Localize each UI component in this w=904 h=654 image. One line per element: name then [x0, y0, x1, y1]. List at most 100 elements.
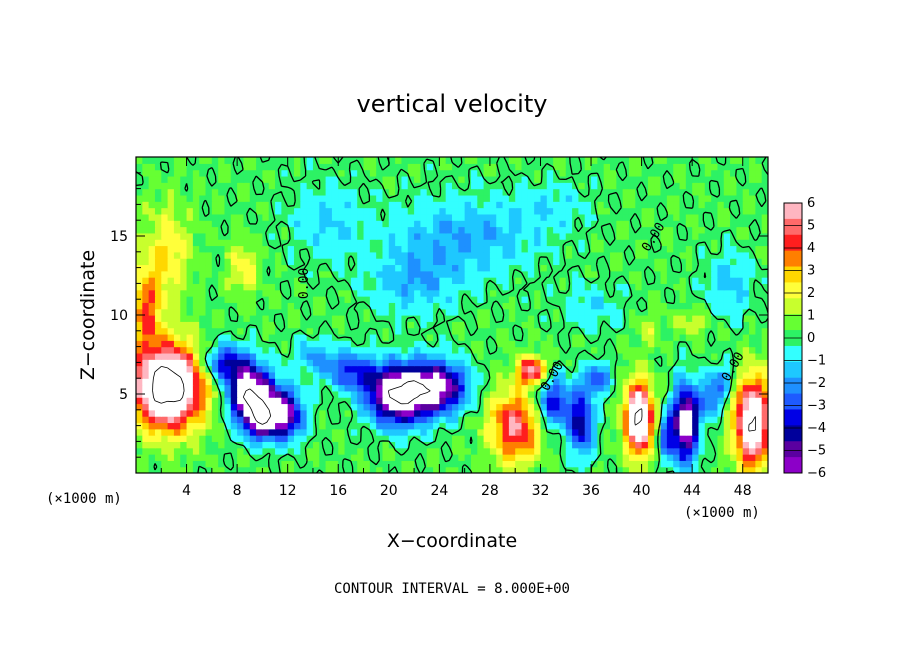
- field-cell: [572, 346, 579, 354]
- field-cell: [357, 251, 365, 259]
- field-cell: [508, 264, 516, 272]
- field-cell: [572, 201, 579, 209]
- field-cell: [350, 207, 358, 215]
- field-cell: [483, 270, 491, 278]
- field-cell: [281, 264, 289, 272]
- field-cell: [761, 346, 768, 354]
- field-cell: [578, 428, 586, 436]
- field-cell: [237, 359, 245, 367]
- field-cell: [666, 359, 674, 367]
- field-cell: [565, 201, 573, 209]
- field-cell: [142, 454, 150, 461]
- field-cell: [698, 454, 706, 461]
- field-cell: [527, 315, 535, 322]
- field-cell: [344, 371, 352, 379]
- field-cell: [489, 428, 497, 436]
- field-cell: [622, 283, 630, 291]
- field-cell: [256, 188, 263, 196]
- field-cell: [439, 416, 447, 424]
- field-cell: [546, 258, 554, 266]
- field-cell: [199, 384, 207, 392]
- field-cell: [578, 283, 586, 291]
- field-cell: [382, 333, 390, 341]
- field-cell: [294, 447, 301, 455]
- field-cell: [148, 302, 156, 310]
- field-cell: [262, 283, 270, 291]
- field-cell: [527, 220, 535, 228]
- field-cell: [287, 409, 295, 417]
- field-cell: [521, 384, 529, 392]
- field-cell: [730, 416, 737, 424]
- field-cell: [502, 340, 510, 348]
- field-cell: [704, 283, 712, 291]
- field-cell: [230, 327, 238, 335]
- field-cell: [154, 194, 162, 202]
- field-cell: [515, 296, 523, 303]
- field-cell: [433, 232, 440, 240]
- field-cell: [704, 213, 712, 221]
- field-cell: [300, 220, 308, 228]
- field-cell: [458, 201, 466, 209]
- field-cell: [692, 384, 700, 392]
- field-cell: [515, 270, 523, 278]
- field-cell: [502, 220, 510, 228]
- field-cell: [711, 277, 719, 284]
- field-cell: [736, 213, 744, 221]
- field-cell: [173, 466, 181, 473]
- field-cell: [496, 428, 504, 436]
- field-cell: [211, 460, 219, 468]
- field-cell: [357, 403, 365, 411]
- field-cell: [698, 258, 706, 266]
- field-cell: [685, 207, 693, 215]
- field-cell: [256, 308, 263, 316]
- field-cell: [464, 359, 472, 367]
- field-cell: [521, 163, 529, 171]
- field-cell: [736, 359, 744, 367]
- field-cell: [369, 220, 377, 228]
- field-cell: [192, 245, 200, 253]
- field-cell: [666, 435, 674, 442]
- field-cell: [142, 296, 150, 303]
- field-cell: [180, 296, 188, 303]
- field-cell: [464, 220, 472, 228]
- field-cell: [161, 201, 169, 209]
- field-cell: [420, 157, 428, 164]
- field-cell: [470, 308, 478, 316]
- field-cell: [470, 397, 478, 405]
- field-cell: [723, 333, 731, 341]
- field-cell: [534, 435, 542, 442]
- field-cell: [294, 220, 301, 228]
- field-cell: [420, 340, 428, 348]
- field-cell: [426, 245, 434, 253]
- field-cell: [331, 175, 339, 183]
- field-cell: [414, 264, 421, 272]
- field-cell: [578, 207, 586, 215]
- field-cell: [350, 194, 358, 202]
- field-cell: [388, 454, 396, 461]
- field-cell: [433, 378, 440, 386]
- field-cell: [660, 371, 668, 379]
- field-cell: [230, 365, 238, 373]
- field-cell: [148, 289, 156, 297]
- field-cell: [559, 201, 567, 209]
- field-cell: [711, 302, 719, 310]
- field-cell: [363, 346, 371, 354]
- field-cell: [148, 220, 156, 228]
- field-cell: [692, 428, 700, 436]
- field-cell: [363, 239, 371, 247]
- field-cell: [603, 333, 611, 341]
- field-cell: [584, 365, 592, 373]
- field-cell: [167, 441, 175, 449]
- field-cell: [540, 226, 548, 234]
- field-cell: [161, 428, 169, 436]
- field-cell: [331, 466, 339, 473]
- field-cell: [610, 302, 617, 310]
- field-cell: [281, 308, 289, 316]
- field-cell: [148, 466, 156, 473]
- field-cell: [489, 296, 497, 303]
- field-cell: [527, 175, 535, 183]
- field-cell: [666, 296, 674, 303]
- field-cell: [256, 340, 263, 348]
- field-cell: [142, 384, 150, 392]
- field-cell: [603, 454, 611, 461]
